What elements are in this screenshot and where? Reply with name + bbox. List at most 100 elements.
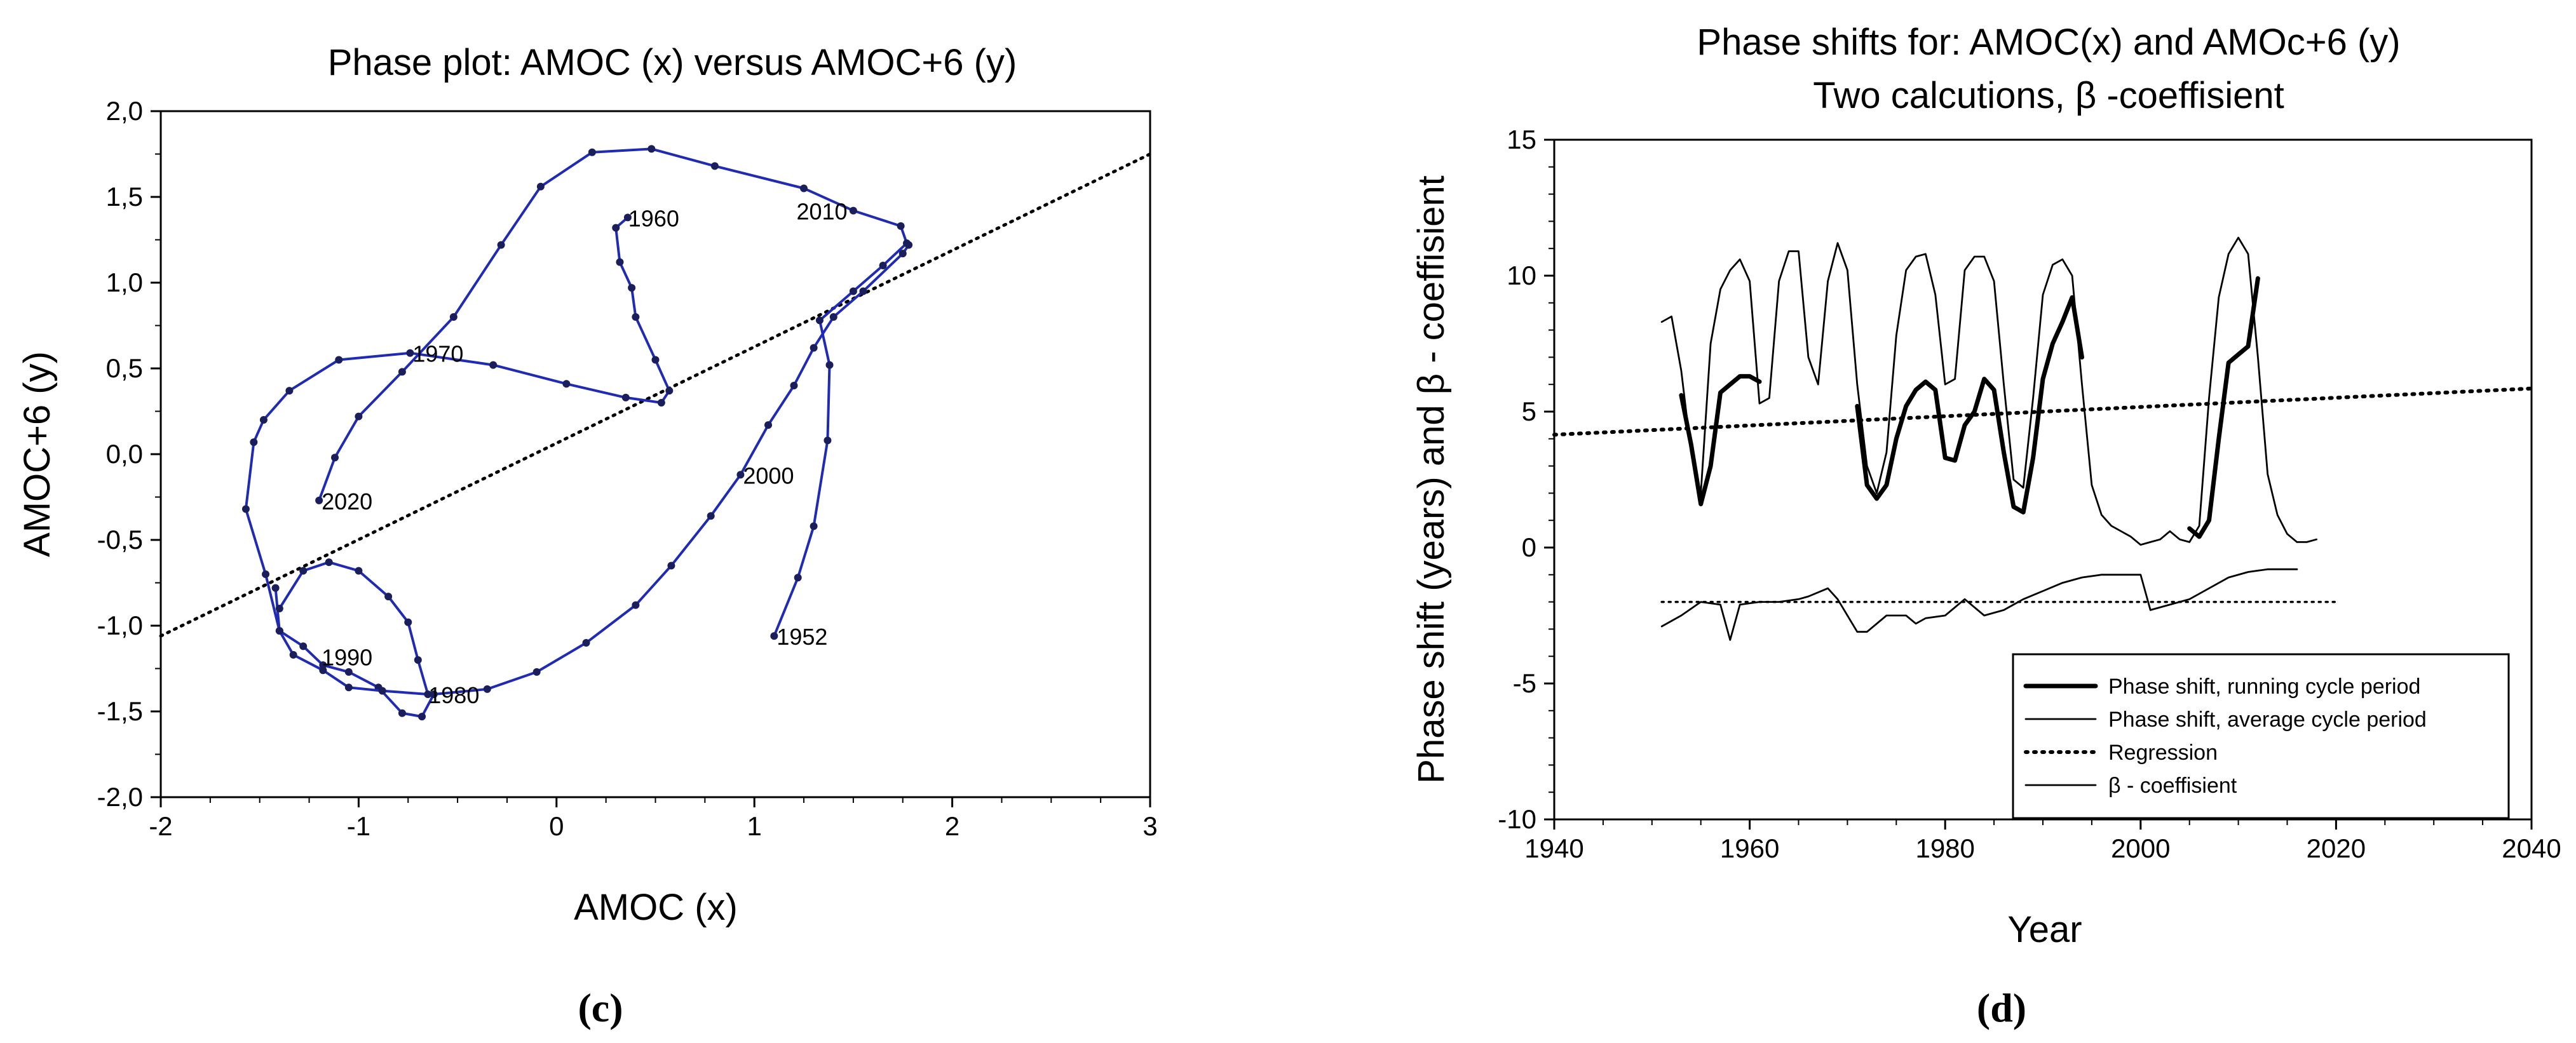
x-tick-label: 1 (747, 811, 762, 841)
data-point (859, 287, 867, 295)
series-line (1660, 236, 2318, 546)
data-point (532, 668, 541, 676)
series-line (1679, 373, 1762, 506)
data-point (262, 570, 270, 578)
x-tick-label: -1 (347, 811, 370, 841)
x-tick-label: 1940 (1524, 833, 1583, 863)
y-tick-label: 1,5 (106, 182, 143, 212)
y-tick-label: -1,5 (97, 696, 143, 726)
phase-shift-subtitle: Two calcutions, β -coeffisient (1813, 75, 2284, 116)
phase-shift-ylabel: Phase shift (years) and β - coeffisient (1411, 175, 1452, 784)
data-point (325, 558, 333, 567)
data-point (384, 593, 393, 601)
phase-shift-axes: 1940 1960 1980 2000 2020 2040 -10 -5 0 5 10 15 (1498, 124, 2561, 863)
data-point (497, 241, 505, 249)
data-point (810, 522, 818, 530)
phase-shift-series (1552, 236, 2533, 641)
year-annotation: 1980 (428, 682, 479, 708)
phase-path-line (274, 561, 430, 696)
year-annotation: 1970 (412, 341, 463, 367)
data-point (588, 148, 596, 156)
data-point (271, 584, 280, 592)
data-point (398, 368, 406, 376)
regression-line (159, 152, 1152, 638)
data-point (355, 567, 363, 575)
data-point (647, 145, 656, 153)
data-point (829, 313, 837, 321)
y-tick-label: 0 (1522, 532, 1536, 562)
data-point (404, 618, 412, 626)
series-line (2187, 276, 2260, 539)
data-point (736, 471, 745, 479)
data-point (315, 496, 323, 504)
phase-path-line (244, 216, 910, 718)
panel-label-c: (c) (578, 985, 623, 1030)
data-point (849, 206, 857, 215)
data-point (770, 632, 778, 640)
y-tick-label: 15 (1507, 124, 1536, 154)
year-annotation: 1960 (628, 205, 679, 231)
x-tick-label: -2 (149, 811, 172, 841)
data-point (794, 574, 802, 582)
legend-box (2012, 653, 2510, 819)
data-point (398, 709, 406, 717)
data-point (815, 316, 824, 325)
y-tick-label: 0,5 (106, 353, 143, 383)
data-point (665, 387, 674, 395)
data-point (612, 224, 620, 232)
series-line (1552, 386, 2533, 437)
data-point (879, 262, 887, 269)
y-tick-label: -5 (1513, 668, 1536, 698)
data-point (335, 356, 343, 364)
phase-plot-title: Phase plot: AMOC (x) versus AMOC+6 (y) (328, 42, 1017, 83)
data-point (331, 454, 339, 462)
legend-entry: Regression (2108, 741, 2218, 765)
x-tick-label: 1960 (1720, 833, 1779, 863)
data-point (275, 605, 283, 612)
data-point (536, 182, 545, 191)
data-point (667, 562, 675, 570)
data-point (250, 438, 258, 447)
phase-shift-panel: Phase shifts for: AMOC(x) and AMOc+6 (y)… (1411, 22, 2561, 1030)
data-point (657, 399, 665, 407)
data-point (905, 241, 913, 249)
legend-entry: β - coeffisient (2108, 774, 2237, 798)
data-point (299, 642, 308, 650)
data-point (651, 356, 660, 364)
y-tick-label: 2,0 (106, 96, 143, 126)
data-point (418, 713, 426, 721)
phase-plot-axes: -2 -1 0 1 2 3 -2,0 -1,5 -1,0 -0,5 0,0 0,5 1,0 1,5 2,0 (97, 96, 1158, 841)
phase-path-line (318, 147, 908, 636)
data-point (319, 666, 327, 675)
data-point (849, 287, 857, 295)
year-annotation: 2000 (743, 462, 794, 488)
data-point (289, 650, 297, 659)
phase-plot-series (241, 145, 913, 721)
phase-shift-title: Phase shifts for: AMOC(x) and AMOc+6 (y) (1697, 22, 2400, 63)
x-tick-label: 2040 (2502, 833, 2561, 863)
y-tick-label: 5 (1522, 396, 1536, 426)
data-point (275, 627, 283, 635)
y-tick-label: -0,5 (97, 525, 143, 555)
data-point (241, 505, 250, 513)
phase-shift-xlabel: Year (2007, 909, 2082, 950)
data-point (344, 668, 353, 676)
phase-shift-legend: Phase shift, running cycle period Phase s… (2012, 653, 2510, 819)
data-point (810, 344, 818, 352)
data-point (632, 313, 640, 321)
data-point (790, 382, 798, 389)
data-point (414, 656, 422, 664)
data-point (489, 361, 498, 369)
data-point (449, 313, 458, 321)
x-tick-label: 2020 (2307, 833, 2366, 863)
data-point (621, 393, 630, 401)
data-point (582, 639, 590, 647)
series-line (1855, 295, 2084, 515)
data-point (824, 436, 832, 445)
x-tick-label: 2000 (2111, 833, 2170, 863)
x-tick-label: 1980 (1915, 833, 1974, 863)
year-annotation: 2020 (322, 488, 372, 515)
data-point (344, 683, 353, 692)
data-point (259, 416, 268, 424)
